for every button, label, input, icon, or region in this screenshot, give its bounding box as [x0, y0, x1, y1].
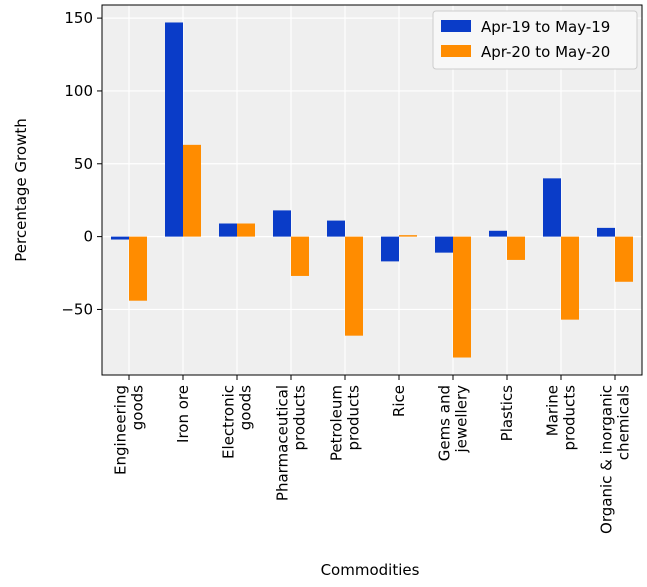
x-tick-label: Iron ore [174, 385, 192, 443]
bar [345, 236, 363, 336]
y-tick-label: 0 [83, 228, 93, 246]
x-tick-label: Electronicgoods [220, 385, 255, 459]
bar [327, 220, 345, 237]
bar [399, 235, 417, 237]
legend-label: Apr-20 to May-20 [481, 43, 610, 61]
x-tick-label: Petroleumproducts [328, 385, 363, 461]
bar [183, 144, 201, 237]
bar [129, 236, 147, 301]
x-tick-label: Rice [390, 385, 408, 417]
bar [453, 236, 471, 358]
y-axis-title: Percentage Growth [12, 118, 30, 261]
bar [615, 236, 633, 282]
bar [507, 236, 525, 260]
bar [237, 223, 255, 237]
legend-label: Apr-19 to May-19 [481, 18, 610, 36]
bar [543, 178, 561, 237]
bar [219, 223, 237, 237]
legend-box [432, 10, 638, 70]
x-tick-label: Plastics [498, 385, 516, 442]
axes-frame [101, 4, 643, 376]
x-tick-label: Engineeringgoods [112, 385, 147, 475]
y-tick-label: 50 [74, 155, 93, 173]
legend-swatch [441, 20, 471, 32]
y-tick-label: 150 [64, 9, 93, 27]
bar [381, 236, 399, 262]
y-tick-label: −50 [61, 300, 93, 318]
x-tick-label: Pharmaceuticalproducts [274, 385, 309, 501]
bar [561, 236, 579, 320]
y-tick-label: 100 [64, 82, 93, 100]
bar [489, 230, 507, 237]
bar [597, 227, 615, 237]
bar [291, 236, 309, 276]
x-axis-title: Commodities [321, 561, 420, 579]
bar [273, 210, 291, 237]
legend-swatch [441, 45, 471, 57]
x-tick-label: Gems andjewellery [436, 385, 471, 461]
x-tick-label: Organic & inorganicchemicals [598, 385, 633, 534]
bar [435, 236, 453, 253]
bar [111, 236, 129, 240]
bar [165, 22, 183, 237]
x-tick-label: Marineproducts [544, 385, 579, 451]
